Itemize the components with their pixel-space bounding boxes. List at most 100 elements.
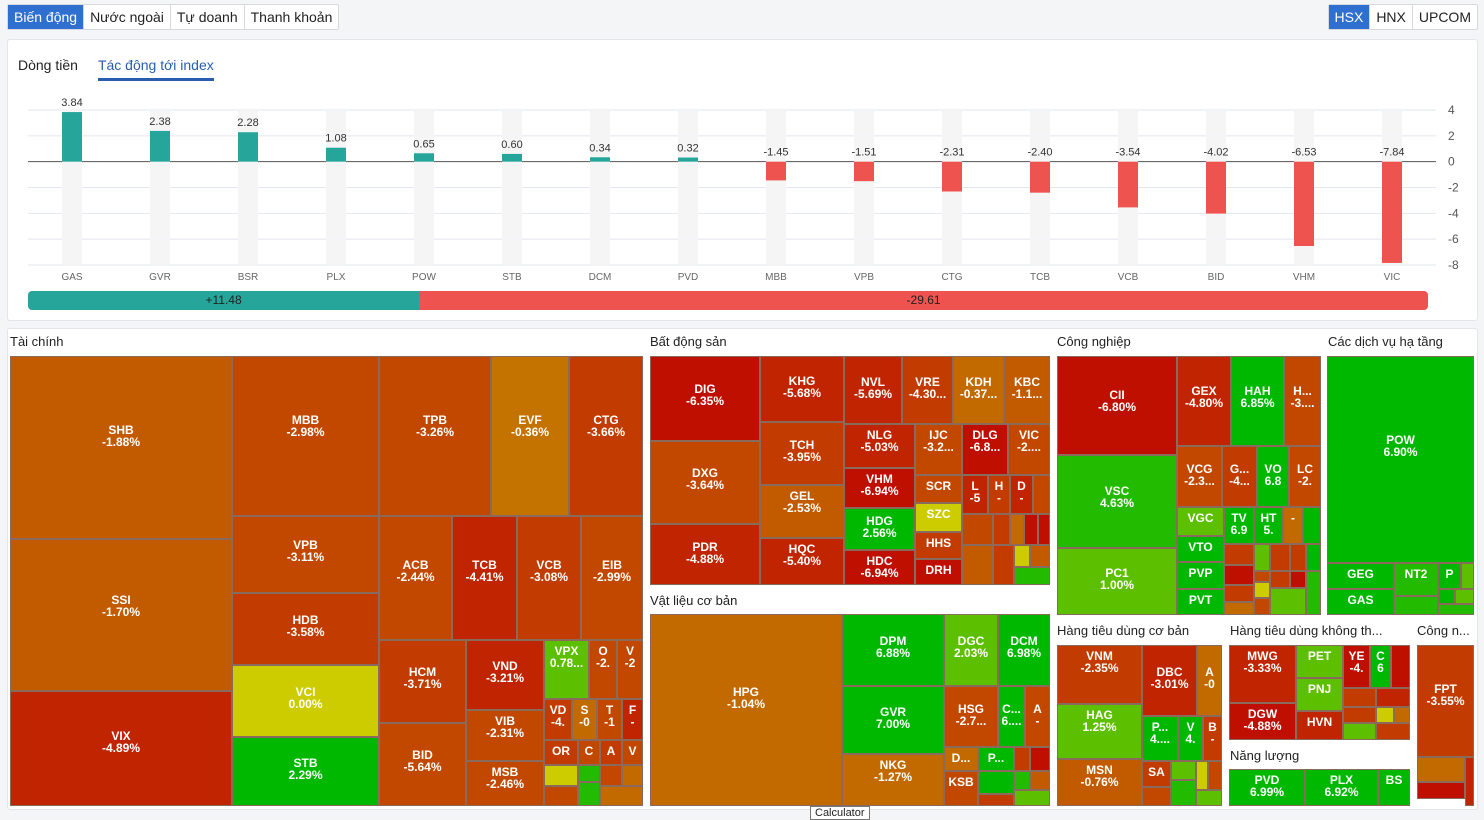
stock-tile-vnd[interactable]: VND -3.21% — [466, 640, 544, 710]
stock-tile-pdr[interactable]: PDR -4.88% — [650, 524, 760, 585]
stock-tile-hag[interactable]: HAG 1.25% — [1057, 704, 1142, 759]
stock-tile-a[interactable]: A -0 — [1197, 645, 1222, 716]
stock-tile-small[interactable] — [1343, 688, 1376, 707]
stock-tile-geg[interactable]: GEG — [1327, 563, 1394, 589]
stock-tile-eib[interactable]: EIB -2.99% — [581, 516, 643, 640]
stock-tile-small[interactable] — [600, 765, 622, 786]
stock-tile-vcb[interactable]: VCB -3.08% — [517, 516, 581, 640]
stock-tile-tch[interactable]: TCH -3.95% — [760, 422, 844, 485]
tab-upcom[interactable]: UPCOM — [1418, 9, 1471, 25]
stock-tile-pvd[interactable]: PVD 6.99% — [1229, 769, 1305, 806]
stock-tile-gex[interactable]: GEX -4.80% — [1177, 356, 1231, 446]
stock-tile-g[interactable]: G... -4... — [1222, 446, 1257, 507]
stock-tile-vsc[interactable]: VSC 4.63% — [1057, 455, 1177, 548]
stock-tile-khg[interactable]: KHG -5.68% — [760, 356, 844, 422]
stock-tile-dlg[interactable]: DLG -6.8... — [962, 424, 1008, 475]
stock-tile-v[interactable]: V — [622, 740, 643, 765]
tab-hsx[interactable]: HSX — [1328, 5, 1371, 29]
stock-tile-ht[interactable]: HT 5. — [1254, 507, 1283, 544]
stock-tile-small[interactable] — [1014, 790, 1050, 806]
stock-tile-small[interactable] — [993, 514, 1010, 545]
stock-tile-sa[interactable]: SA — [1142, 761, 1171, 787]
stock-tile-nlg[interactable]: NLG -5.03% — [844, 424, 915, 468]
stock-tile-small[interactable] — [1438, 604, 1474, 615]
stock-tile-ijc[interactable]: IJC -3.2... — [915, 424, 962, 475]
stock-tile-small[interactable] — [578, 765, 600, 782]
stock-tile-l[interactable]: L -5 — [962, 475, 988, 514]
stock-tile-h[interactable]: H- — [988, 475, 1010, 514]
stock-tile-d[interactable]: D... — [944, 747, 978, 771]
stock-tile-vic[interactable]: VIC -2.... — [1008, 424, 1050, 475]
stock-tile-vto[interactable]: VTO — [1177, 536, 1224, 562]
stock-tile-nt2[interactable]: NT2 — [1394, 563, 1438, 596]
stock-tile-small[interactable] — [1303, 507, 1321, 544]
stock-tile-small[interactable] — [1142, 787, 1171, 806]
stock-tile-small[interactable] — [1171, 780, 1196, 806]
stock-tile-hsg[interactable]: HSG -2.7... — [944, 686, 998, 747]
stock-tile-small[interactable] — [1290, 544, 1306, 571]
stock-tile-bid[interactable]: BID -5.64% — [379, 723, 466, 806]
tab-thanh-khoan[interactable]: Thanh khoản — [250, 9, 333, 25]
stock-tile-scr[interactable]: SCR — [915, 475, 962, 503]
stock-tile-dgc[interactable]: DGC 2.03% — [944, 614, 998, 686]
stock-tile-d[interactable]: D- — [1010, 475, 1033, 514]
stock-tile-dgw[interactable]: DGW -4.88% — [1229, 703, 1296, 740]
stock-tile-small[interactable] — [1394, 707, 1410, 723]
stock-tile-vpb[interactable]: VPB -3.11% — [232, 516, 379, 593]
stock-tile-hhs[interactable]: HHS — [915, 532, 962, 559]
stock-tile-mbb[interactable]: MBB -2.98% — [232, 356, 379, 516]
stock-tile-gel[interactable]: GEL -2.53% — [760, 485, 844, 538]
stock-tile-a[interactable]: A- — [1025, 686, 1050, 747]
stock-tile-t[interactable]: T -1 — [597, 699, 622, 740]
stock-tile-small[interactable] — [1010, 514, 1024, 545]
stock-tile-tpb[interactable]: TPB -3.26% — [379, 356, 491, 516]
stock-tile-small[interactable] — [1376, 723, 1410, 740]
stock-tile-small[interactable] — [622, 765, 643, 786]
stock-tile-lc[interactable]: LC -2. — [1289, 446, 1321, 507]
subtab-tac-dong[interactable]: Tác động tới index — [97, 57, 214, 81]
stock-tile-small[interactable] — [544, 786, 578, 806]
stock-tile-ye[interactable]: YE -4. — [1343, 645, 1370, 688]
stock-tile-small[interactable] — [1270, 571, 1290, 588]
stock-tile-bs[interactable]: BS — [1378, 769, 1410, 806]
stock-tile-vgc[interactable]: VGC — [1177, 507, 1224, 536]
stock-tile-f[interactable]: F- — [622, 699, 643, 740]
stock-tile-a[interactable]: A — [600, 740, 622, 765]
stock-tile-p[interactable]: P — [1438, 563, 1461, 589]
stock-tile-or[interactable]: OR — [544, 740, 578, 765]
stock-tile-small[interactable] — [1224, 565, 1254, 585]
stock-tile-dbc[interactable]: DBC -3.01% — [1142, 645, 1197, 716]
stock-tile-hdb[interactable]: HDB -3.58% — [232, 593, 379, 665]
stock-tile-hpg[interactable]: HPG -1.04% — [650, 614, 842, 806]
stock-tile-stb[interactable]: STB 2.29% — [232, 737, 379, 806]
stock-tile-small[interactable] — [1343, 723, 1376, 740]
stock-tile-v[interactable]: V -2 — [617, 640, 643, 699]
stock-tile-kdh[interactable]: KDH -0.37... — [953, 356, 1004, 424]
stock-tile-hqc[interactable]: HQC -5.40% — [760, 538, 844, 585]
stock-tile-hcm[interactable]: HCM -3.71% — [379, 640, 466, 723]
stock-tile-small[interactable] — [600, 786, 643, 806]
stock-tile-small[interactable] — [1224, 585, 1254, 602]
subtab-dong-tien[interactable]: Dòng tiền — [18, 57, 78, 73]
stock-tile-nkg[interactable]: NKG -1.27% — [842, 754, 944, 806]
stock-tile-b[interactable]: B- — [1203, 716, 1222, 761]
stock-tile-vpx[interactable]: VPX 0.78... — [544, 640, 589, 699]
stock-tile-h[interactable]: H... -3.... — [1284, 356, 1321, 446]
stock-tile-vre[interactable]: VRE -4.30... — [902, 356, 953, 424]
tab-hnx[interactable]: HNX — [1370, 5, 1413, 29]
stock-tile-small[interactable] — [1030, 747, 1050, 771]
stock-tile-small[interactable] — [1270, 588, 1306, 615]
stock-tile-small[interactable] — [1290, 571, 1306, 588]
stock-tile-gas[interactable]: GAS — [1327, 589, 1394, 615]
stock-tile-small[interactable] — [1224, 544, 1254, 565]
stock-tile-small[interactable] — [1254, 598, 1270, 615]
stock-tile-[interactable]: - — [1283, 507, 1303, 544]
stock-tile-shb[interactable]: SHB -1.88% — [10, 356, 232, 539]
stock-tile-hdc[interactable]: HDC -6.94% — [844, 550, 915, 585]
stock-tile-small[interactable] — [1224, 602, 1254, 615]
stock-tile-small[interactable] — [1196, 790, 1222, 806]
stock-tile-o[interactable]: O -2. — [589, 640, 617, 699]
stock-tile-small[interactable] — [1306, 571, 1321, 615]
stock-tile-small[interactable] — [1438, 589, 1455, 604]
